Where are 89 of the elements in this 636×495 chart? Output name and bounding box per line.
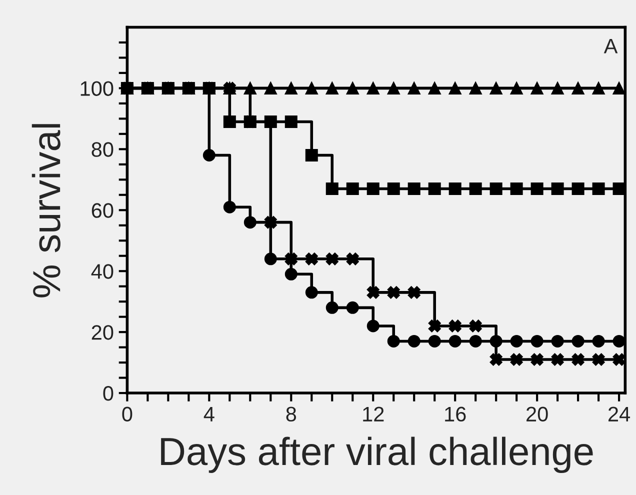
point <box>387 82 400 94</box>
point <box>592 334 605 348</box>
point <box>469 182 482 196</box>
point <box>305 149 318 162</box>
point <box>428 320 441 332</box>
x-tick-label: 24 <box>608 406 630 422</box>
point <box>448 334 462 348</box>
point <box>490 82 502 94</box>
point <box>346 301 359 314</box>
point <box>469 320 482 332</box>
point <box>592 182 605 196</box>
x-tick-label: 8 <box>286 406 296 422</box>
point <box>448 82 462 94</box>
point <box>366 320 380 332</box>
point <box>284 252 298 266</box>
point <box>387 182 400 196</box>
point <box>530 334 544 348</box>
y-axis-title: % survival <box>32 124 60 298</box>
annotation: A <box>604 38 618 54</box>
x-tick-label: 20 <box>526 406 548 422</box>
point <box>223 115 236 128</box>
point <box>264 216 277 229</box>
point <box>305 252 318 266</box>
point <box>326 301 338 314</box>
point <box>223 200 236 214</box>
point <box>448 182 462 196</box>
point <box>387 334 400 348</box>
point <box>551 353 564 366</box>
point <box>428 82 441 94</box>
x-tick-label: 12 <box>363 406 384 422</box>
point <box>366 286 380 299</box>
point <box>510 182 523 196</box>
x-axis-title: Days after viral challenge <box>161 436 593 474</box>
point <box>530 82 544 94</box>
point <box>305 82 318 94</box>
point <box>346 182 359 196</box>
point <box>326 82 338 94</box>
y-tick-label: 20 <box>92 325 114 340</box>
point <box>387 286 400 299</box>
x-tick-label: 4 <box>204 406 214 422</box>
point <box>469 82 482 94</box>
point <box>346 82 359 94</box>
point <box>490 353 502 366</box>
point <box>408 334 420 348</box>
point <box>572 353 584 366</box>
y-tick-label: 80 <box>92 142 114 157</box>
point <box>366 182 380 196</box>
point <box>305 286 318 299</box>
point <box>264 82 277 94</box>
y-tick-label: 0 <box>103 386 114 401</box>
point <box>572 182 584 196</box>
point <box>510 353 523 366</box>
point <box>612 82 626 94</box>
point <box>510 82 523 94</box>
x-tick-label: 16 <box>445 406 466 422</box>
point <box>612 334 626 348</box>
point <box>284 82 298 94</box>
point <box>530 182 544 196</box>
point <box>366 82 380 94</box>
point <box>592 353 605 366</box>
y-tick-label: 60 <box>92 203 114 218</box>
point <box>284 268 298 280</box>
point <box>346 252 359 266</box>
point <box>551 82 564 94</box>
y-tick-label: 100 <box>80 81 114 96</box>
point <box>428 182 441 196</box>
point <box>408 286 420 299</box>
point <box>572 82 584 94</box>
point <box>326 182 338 196</box>
point <box>264 252 277 266</box>
point <box>408 82 420 94</box>
point <box>490 182 502 196</box>
point <box>551 182 564 196</box>
point <box>551 334 564 348</box>
point <box>510 334 523 348</box>
point <box>592 82 605 94</box>
point <box>202 149 216 162</box>
point <box>428 334 441 348</box>
point <box>469 334 482 348</box>
point <box>408 182 420 196</box>
point <box>612 353 626 366</box>
point <box>448 320 462 332</box>
point <box>572 334 584 348</box>
point <box>326 252 338 266</box>
x-tick-label: 0 <box>122 406 132 422</box>
y-tick-label: 40 <box>91 264 114 279</box>
point <box>284 115 298 128</box>
point <box>530 353 544 366</box>
point <box>244 216 256 229</box>
